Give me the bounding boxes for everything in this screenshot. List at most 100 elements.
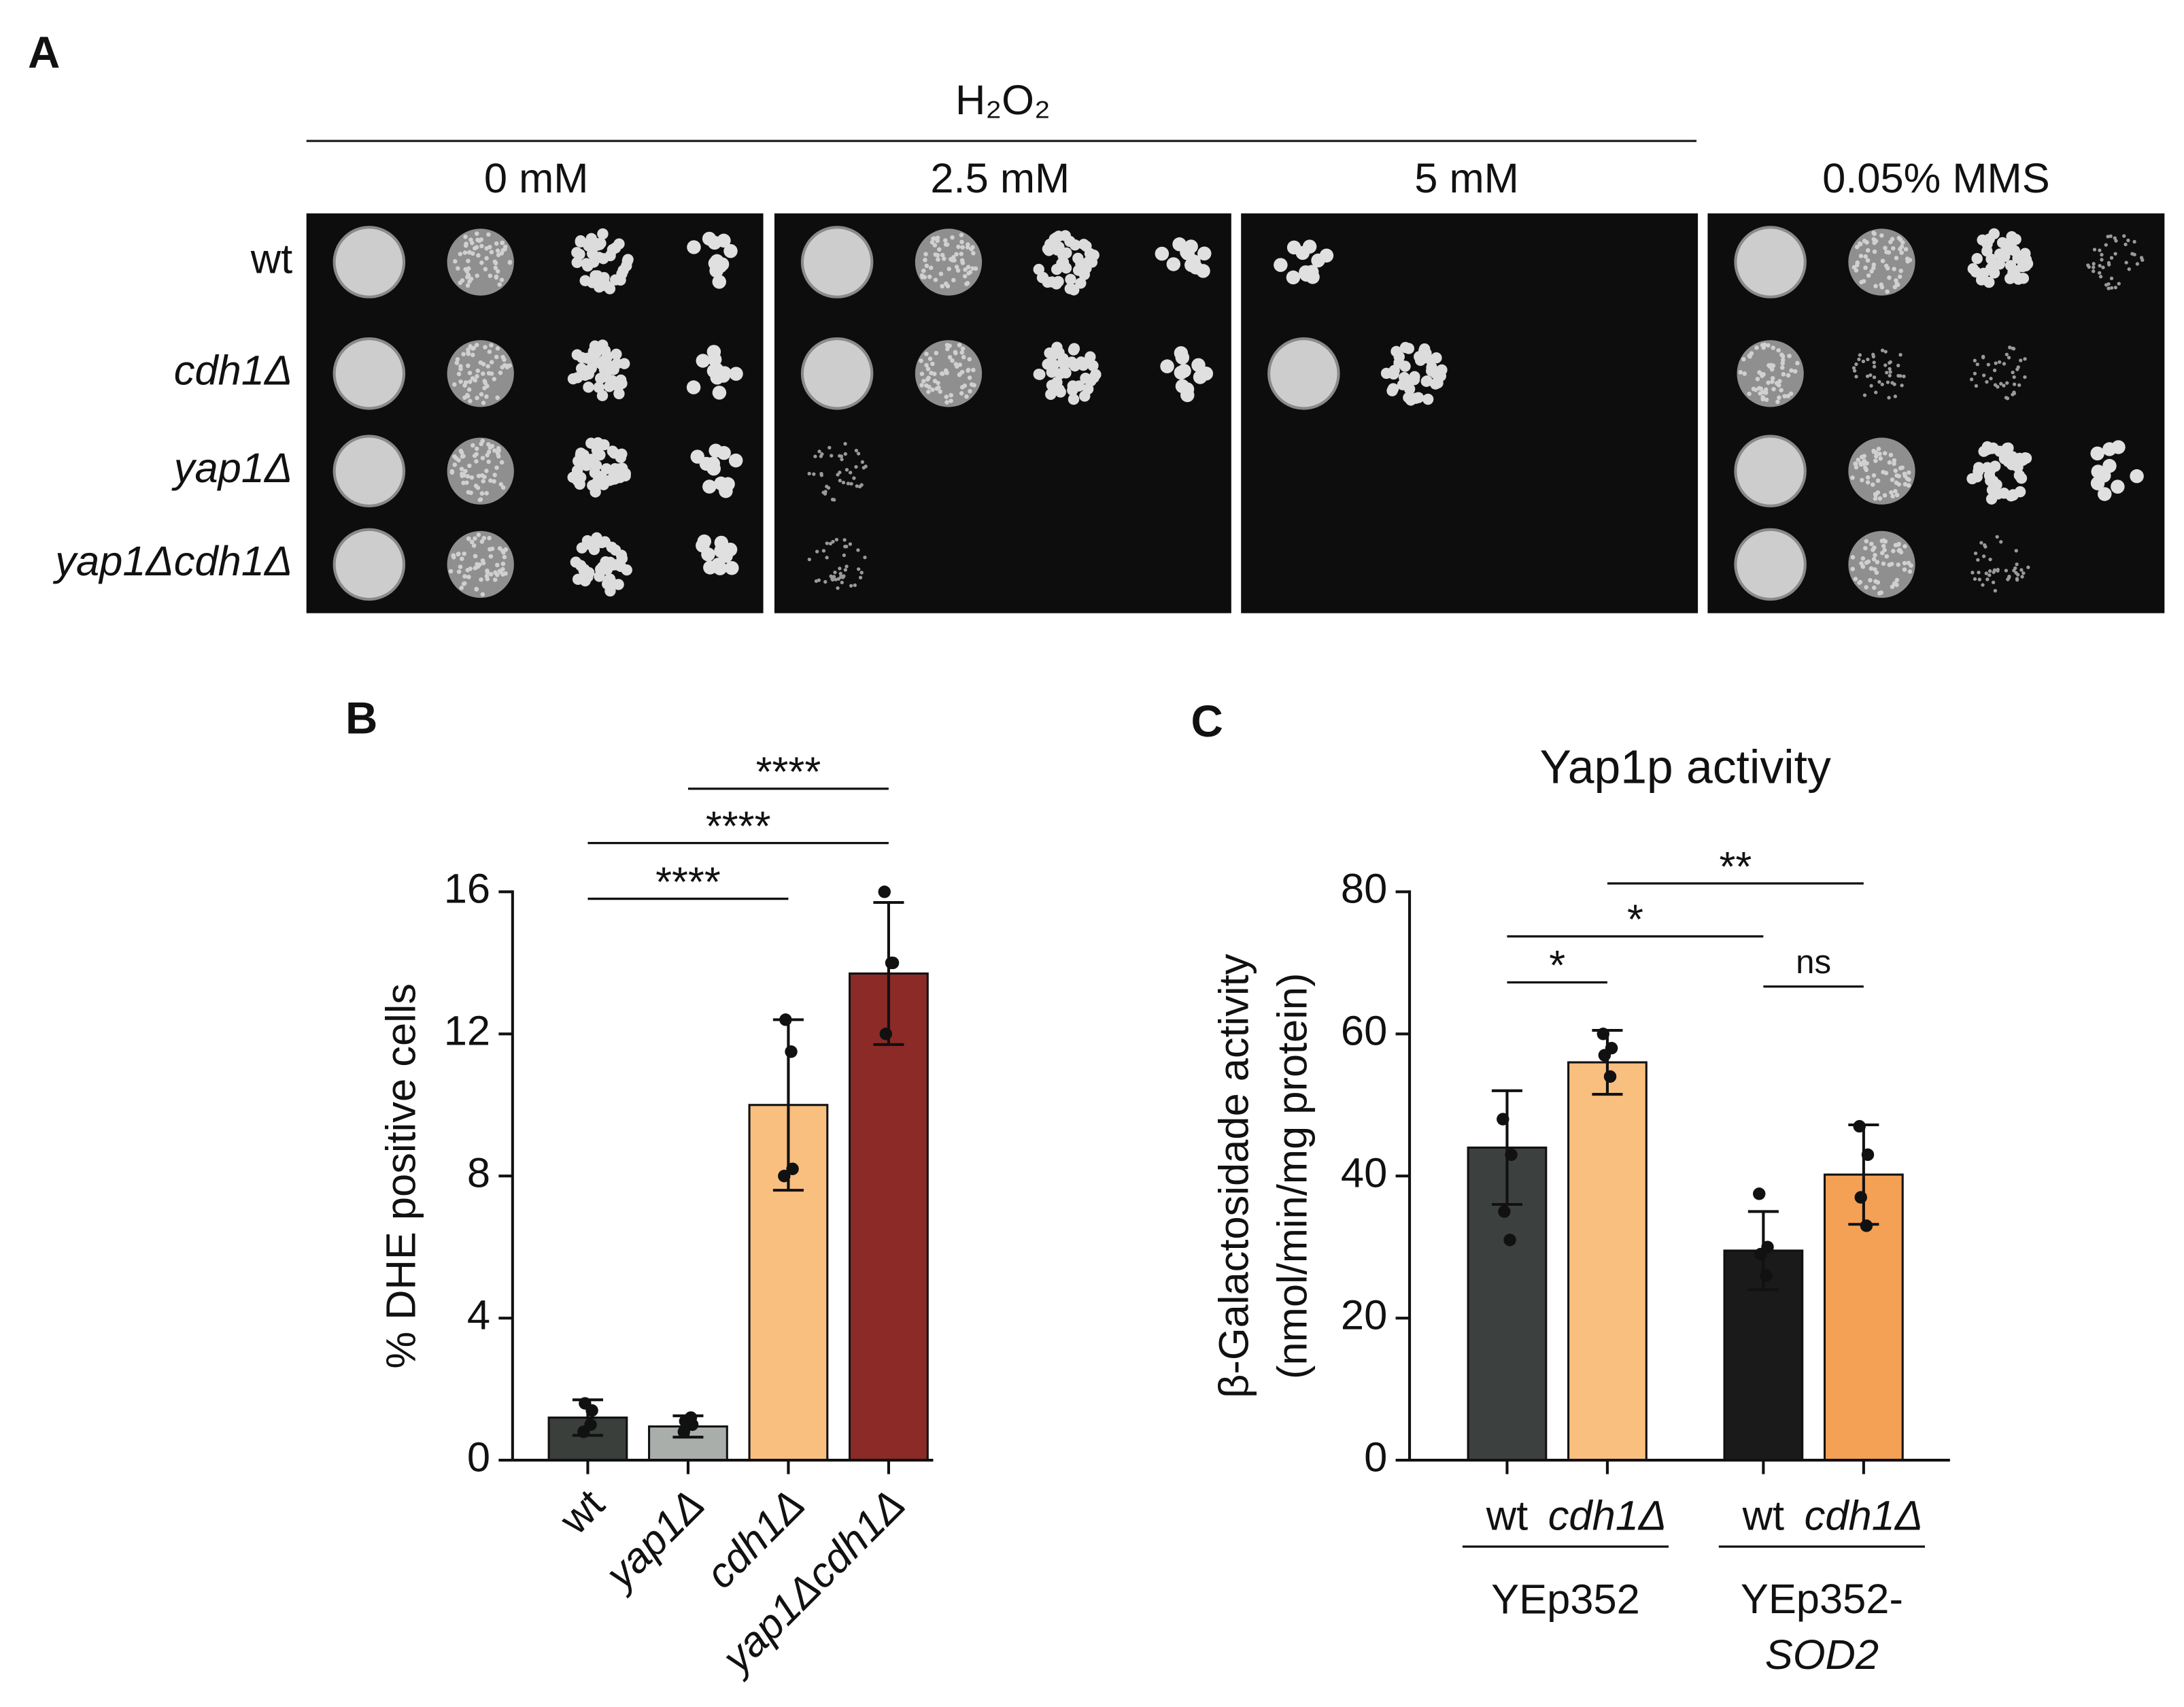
colony [2109,286,2114,290]
colony [697,534,711,549]
colony [2102,442,2117,456]
colony [825,541,829,545]
colony [484,256,489,260]
data-point [684,1411,698,1424]
colony [1782,394,1787,399]
colony [479,243,484,249]
colony [495,248,500,253]
colony [1891,548,1896,554]
colony [919,371,925,377]
colony [463,243,468,248]
plate [1241,213,1699,613]
colony [830,577,835,582]
colony [1875,478,1881,484]
colony [973,266,978,271]
colony [1864,585,1869,590]
colony [1894,278,1898,283]
colony [468,276,474,282]
bar [1567,1061,1648,1461]
colony [817,450,821,454]
colony [844,544,849,549]
colony [1057,354,1069,366]
colony [1864,539,1869,544]
colony [702,231,717,246]
colony [849,481,853,486]
colony [486,450,492,454]
colony [1907,569,1913,574]
colony [1043,245,1055,256]
colony [967,356,972,362]
colony [465,394,471,399]
colony [1795,360,1800,366]
colony [1854,362,1858,367]
colony [1898,353,1903,357]
colony [1900,384,1904,388]
colony [2015,367,2019,371]
colony [615,452,627,463]
colony [1890,477,1895,482]
colony [581,352,593,364]
colony [597,339,609,351]
data-point [1597,1028,1610,1041]
colony [1863,254,1869,259]
colony [2023,357,2027,361]
colony [1888,370,1892,374]
colony [1896,541,1901,547]
colony [853,583,857,588]
colony [1889,490,1894,495]
x-tick-label: wt [1486,1492,1528,1539]
colony [1898,374,1903,378]
colony [1873,492,1878,496]
colony [815,550,819,554]
colony [575,447,587,459]
colony [464,480,469,485]
colony [821,549,826,553]
colony [690,450,705,464]
colony [2132,252,2136,256]
colony [1906,483,1911,488]
colony [2117,282,2121,286]
spot [800,337,874,410]
colony [959,233,964,237]
colony [579,575,591,587]
colony [1863,545,1868,551]
spot [1267,337,1340,410]
colony [2098,487,2112,501]
colony [492,577,498,582]
strain-label: yap1Δ [171,445,292,492]
colony [714,476,728,491]
colony [2012,382,2017,386]
colony [1898,550,1904,555]
colony [479,577,483,582]
colony [1767,364,1773,369]
colony [1903,481,1908,487]
colony [1771,386,1776,392]
x-tick-label: cdh1Δ [1805,1492,1923,1539]
colony [482,475,487,479]
x-tick-label: cdh1Δ [1548,1492,1667,1539]
colony [582,260,594,272]
colony [1085,351,1096,362]
colony [848,542,853,546]
colony [1866,273,1871,278]
colony [473,554,478,559]
colony [832,498,836,502]
colony [606,541,617,553]
colony [1854,375,1858,379]
colony [1065,273,1076,285]
colony [2109,276,2114,280]
colony [480,456,485,460]
colony [488,554,494,559]
colony [463,469,468,474]
colony [725,560,739,575]
colony [709,443,723,458]
colony [943,238,948,243]
group-label: YEp352- SOD2 [1741,1576,1903,1678]
colony [459,586,464,590]
colony [571,349,583,360]
colony [848,471,853,475]
colony [932,371,937,377]
colony [929,240,935,245]
colony [1894,256,1899,260]
colony [959,239,964,245]
